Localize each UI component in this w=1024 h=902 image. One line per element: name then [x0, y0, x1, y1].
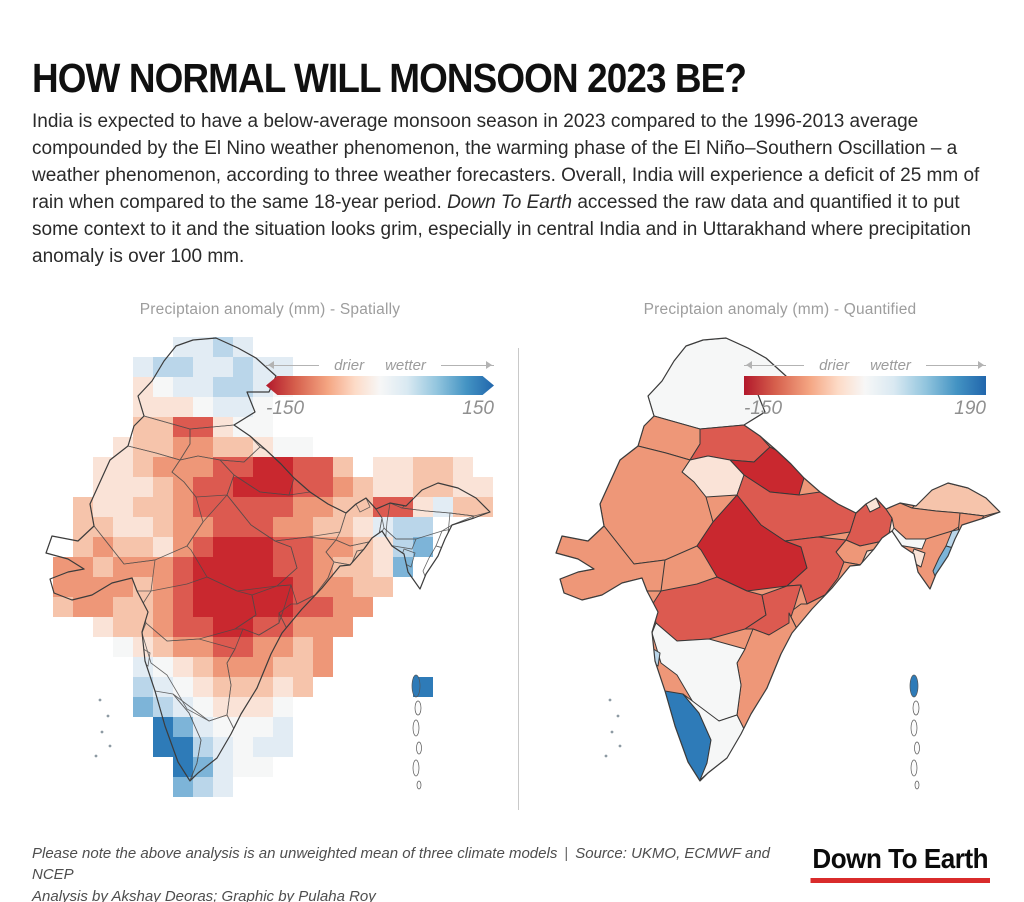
spatial-map-legend: drier wetter -150 150 [266, 356, 494, 420]
note-separator: | [564, 845, 569, 862]
spatial-grid-map [45, 337, 493, 797]
intro-text-before: India is expected to have a below-averag… [32, 111, 980, 213]
colorbar-gradient [266, 376, 494, 395]
down-to-earth-logo: Down To Earth [810, 843, 990, 883]
page-title: HOW NORMAL WILL MONSOON 2023 BE? [32, 55, 747, 102]
wetter-label: wetter [870, 356, 911, 374]
scale-min: -150 [744, 398, 783, 419]
colorbar-gradient [744, 376, 986, 395]
state-nagaland [957, 512, 985, 535]
scale-max: 150 [462, 398, 494, 419]
scale-max: 190 [954, 398, 986, 419]
source-credit: Source: UKMO, ECMWF and NCEP [32, 845, 771, 884]
quantified-map-legend: drier wetter -150 190 [744, 356, 986, 420]
methodology-note: Please note the above analysis is an unw… [32, 845, 558, 862]
panel-divider [518, 348, 519, 810]
intro-paragraph: India is expected to have a below-averag… [32, 109, 982, 271]
intro-publication-name: Down To Earth [447, 191, 573, 213]
colorbar-scale: -150 150 [266, 398, 494, 420]
drier-arrow-icon [744, 360, 805, 369]
wetter-arrow-icon [440, 360, 494, 369]
legend-direction-labels: drier wetter [744, 356, 986, 374]
state-himachal-pradesh [689, 424, 771, 463]
quantified-choropleth-map [555, 337, 1001, 790]
scale-min: -150 [266, 398, 305, 419]
legend-direction-labels: drier wetter [266, 356, 494, 374]
colorbar-scale: -150 190 [744, 398, 986, 420]
wetter-label: wetter [385, 356, 426, 374]
drier-arrow-icon [266, 360, 320, 369]
drier-label: drier [334, 356, 365, 374]
author-credit: Analysis by Akshay Deoras; Graphic by Pu… [32, 887, 376, 902]
wetter-arrow-icon [925, 360, 986, 369]
drier-label: drier [819, 356, 850, 374]
footer-note: Please note the above analysis is an unw… [32, 843, 792, 902]
spatial-map-title: Preciptaion anomaly (mm) - Spatially [139, 301, 401, 318]
quantified-map-title: Preciptaion anomaly (mm) - Quantified [643, 301, 917, 318]
intro-text-after: accessed the raw data and quantified it … [32, 191, 971, 267]
